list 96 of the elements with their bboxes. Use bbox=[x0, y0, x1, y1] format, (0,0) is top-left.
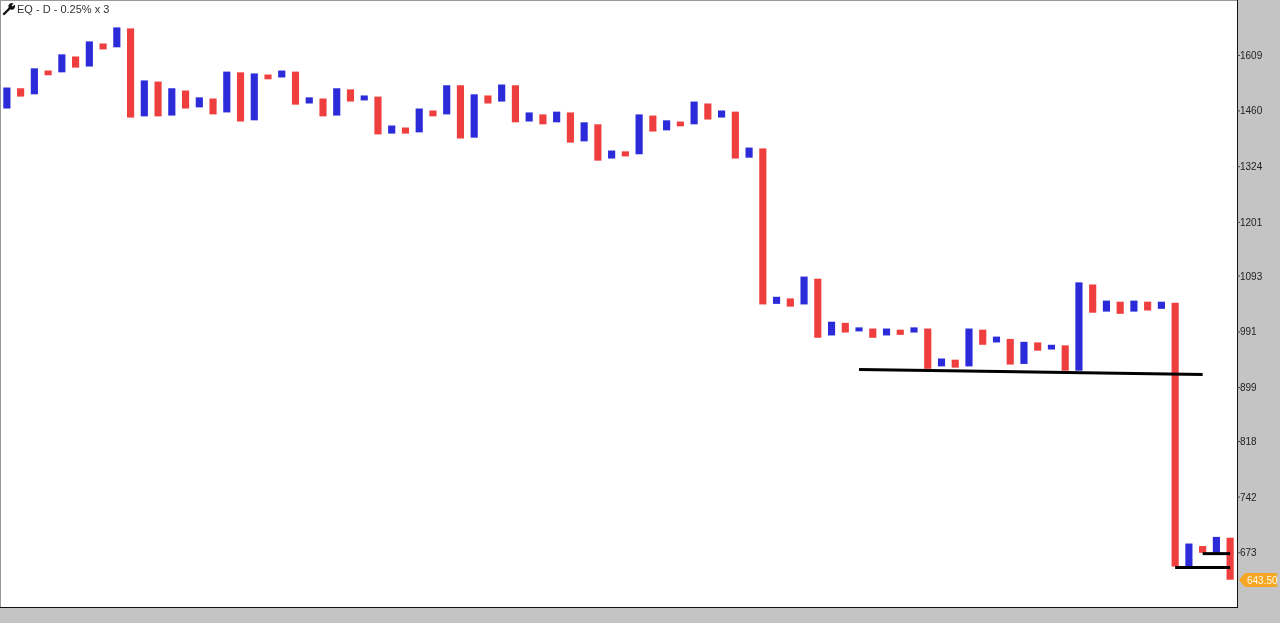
bar bbox=[979, 329, 987, 345]
bar bbox=[663, 120, 671, 131]
bar bbox=[113, 27, 121, 48]
bar bbox=[704, 103, 712, 120]
bar bbox=[30, 68, 38, 95]
bar bbox=[718, 110, 726, 118]
bar bbox=[415, 108, 423, 133]
bar bbox=[1034, 342, 1042, 351]
y-tick-label: 991 bbox=[1240, 326, 1258, 338]
bar bbox=[649, 115, 657, 132]
bar bbox=[223, 71, 231, 113]
bar bbox=[1061, 345, 1069, 371]
bar bbox=[965, 328, 973, 367]
bar bbox=[140, 80, 148, 117]
bar bbox=[855, 327, 863, 332]
bar bbox=[17, 88, 25, 97]
bar bbox=[498, 84, 506, 102]
bar bbox=[827, 321, 836, 336]
bar bbox=[443, 85, 451, 115]
bar bbox=[470, 94, 478, 138]
y-tick-label: 1201 bbox=[1240, 216, 1263, 228]
bar bbox=[1102, 300, 1110, 312]
bar bbox=[209, 98, 217, 115]
bar bbox=[236, 72, 245, 122]
bar bbox=[346, 89, 355, 102]
y-tick-label: 1093 bbox=[1240, 270, 1263, 282]
bar bbox=[772, 296, 781, 304]
y-tick-label: 1609 bbox=[1240, 49, 1263, 61]
bar bbox=[127, 28, 135, 118]
bar bbox=[250, 73, 258, 121]
bar bbox=[264, 74, 272, 80]
bar bbox=[305, 97, 313, 104]
bar bbox=[58, 54, 66, 73]
bar bbox=[3, 87, 11, 109]
y-tick-label: 899 bbox=[1240, 382, 1258, 394]
bar bbox=[525, 112, 533, 122]
bar bbox=[360, 95, 368, 101]
bar bbox=[154, 81, 162, 117]
bar bbox=[1020, 341, 1028, 364]
bar bbox=[99, 43, 107, 50]
bar bbox=[1130, 300, 1138, 312]
bar bbox=[745, 147, 753, 158]
bar bbox=[635, 114, 643, 155]
text: 643.50 bbox=[1247, 574, 1279, 586]
bar bbox=[786, 298, 794, 307]
bar bbox=[195, 97, 203, 108]
bar bbox=[539, 114, 547, 125]
y-tick-label: 818 bbox=[1240, 435, 1258, 447]
bar bbox=[566, 112, 574, 143]
bar bbox=[72, 56, 80, 68]
bar bbox=[841, 322, 849, 333]
bar bbox=[910, 327, 918, 333]
bar bbox=[731, 111, 739, 159]
bar bbox=[869, 328, 877, 338]
bar bbox=[580, 122, 588, 142]
bar bbox=[168, 88, 176, 116]
bar bbox=[1171, 302, 1179, 567]
bar bbox=[690, 101, 698, 125]
bar bbox=[1075, 282, 1083, 371]
bar bbox=[621, 151, 629, 157]
bar bbox=[1212, 536, 1220, 553]
bar bbox=[594, 124, 602, 161]
bar bbox=[1006, 338, 1014, 365]
bar bbox=[333, 88, 341, 116]
bar bbox=[800, 276, 808, 305]
bar bbox=[1226, 537, 1234, 580]
bar bbox=[1089, 284, 1097, 313]
bar bbox=[814, 278, 822, 338]
bar bbox=[374, 96, 382, 135]
bar bbox=[759, 148, 767, 305]
y-tick-label: 673 bbox=[1240, 547, 1258, 559]
bar bbox=[1116, 301, 1124, 314]
bar bbox=[1157, 301, 1165, 309]
bar bbox=[291, 71, 300, 105]
bar bbox=[319, 98, 327, 117]
bar bbox=[484, 95, 492, 104]
y-tick-label: 742 bbox=[1240, 491, 1258, 503]
bar bbox=[456, 85, 465, 139]
bar bbox=[1047, 344, 1056, 350]
bar bbox=[951, 359, 959, 368]
bar bbox=[429, 110, 437, 117]
bar bbox=[85, 41, 93, 67]
bar bbox=[937, 358, 946, 367]
bar bbox=[1185, 543, 1193, 567]
y-tick-label: 1460 bbox=[1240, 105, 1263, 117]
bar bbox=[401, 127, 410, 134]
bar bbox=[608, 150, 616, 159]
bar bbox=[896, 329, 904, 335]
bar bbox=[1199, 546, 1207, 553]
bar bbox=[924, 328, 932, 369]
bar bbox=[553, 111, 561, 123]
bar bbox=[181, 90, 190, 109]
bar bbox=[511, 85, 519, 123]
bar bbox=[388, 125, 396, 134]
y-tick-label: 1324 bbox=[1240, 161, 1263, 173]
chart-title: EQ - D - 0.25% x 3 bbox=[17, 3, 110, 15]
